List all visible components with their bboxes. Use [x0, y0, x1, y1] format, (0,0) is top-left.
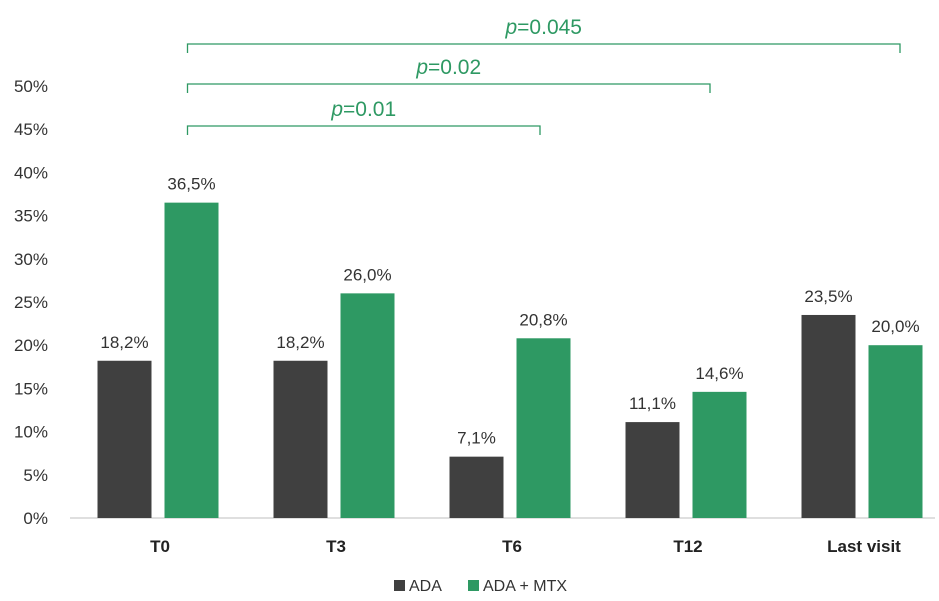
y-tick-label: 50%	[14, 77, 48, 96]
data-label: 26,0%	[343, 265, 391, 284]
p-value-label: p=0.01	[330, 98, 396, 121]
legend-swatch	[468, 580, 479, 591]
bar-ada	[625, 422, 680, 518]
x-axis-category-labels: T0 T3 T6 T12 Last visit	[150, 537, 901, 556]
p-value-label: p=0.045	[504, 16, 582, 39]
data-label: 14,6%	[695, 364, 743, 383]
significance-brackets: p=0.01 p=0.02 p=0.045	[186, 16, 901, 135]
data-label: 18,2%	[100, 333, 148, 352]
y-tick-label: 5%	[23, 466, 48, 485]
data-label: 20,8%	[519, 310, 567, 329]
significance-bracket	[186, 83, 711, 93]
x-category-label: Last visit	[827, 537, 901, 556]
y-tick-label: 45%	[14, 120, 48, 139]
x-category-label: T12	[673, 537, 702, 556]
y-axis-ticks: 0% 5% 10% 15% 20% 25% 30% 35% 40% 45% 50%	[14, 77, 48, 528]
bar-ada	[97, 360, 152, 518]
y-tick-label: 40%	[14, 163, 48, 182]
bar-ada-mtx	[868, 345, 923, 518]
x-category-label: T0	[150, 537, 170, 556]
data-labels: 18,2% 18,2% 7,1% 11,1% 23,5% 36,5% 26,0% 20,8% 1…	[100, 175, 919, 448]
y-tick-label: 30%	[14, 250, 48, 269]
data-label: 36,5%	[167, 175, 215, 194]
y-tick-label: 10%	[14, 423, 48, 442]
significance-bracket	[186, 125, 541, 135]
y-tick-label: 35%	[14, 207, 48, 226]
data-label: 18,2%	[276, 333, 324, 352]
y-tick-label: 15%	[14, 379, 48, 398]
bar-ada-mtx	[340, 293, 395, 518]
legend: ADA ADA + MTX	[394, 578, 567, 595]
significance-bracket	[186, 43, 901, 53]
bars	[97, 202, 923, 518]
legend-label: ADA	[409, 578, 442, 595]
bar-ada-mtx	[692, 391, 747, 518]
x-category-label: T6	[502, 537, 522, 556]
bar-ada	[449, 456, 504, 518]
y-tick-label: 20%	[14, 336, 48, 355]
y-tick-label: 25%	[14, 293, 48, 312]
p-value-label: p=0.02	[415, 56, 481, 79]
data-label: 23,5%	[804, 287, 852, 306]
data-label: 20,0%	[871, 317, 919, 336]
legend-swatch	[394, 580, 405, 591]
bar-ada-mtx	[516, 338, 571, 518]
y-tick-label: 0%	[23, 509, 48, 528]
x-category-label: T3	[326, 537, 346, 556]
bar-ada	[801, 314, 856, 518]
bar-ada	[273, 360, 328, 518]
legend-label: ADA + MTX	[483, 578, 567, 595]
bar-ada-mtx	[164, 202, 219, 518]
data-label: 11,1%	[629, 394, 676, 413]
data-label: 7,1%	[457, 429, 496, 448]
